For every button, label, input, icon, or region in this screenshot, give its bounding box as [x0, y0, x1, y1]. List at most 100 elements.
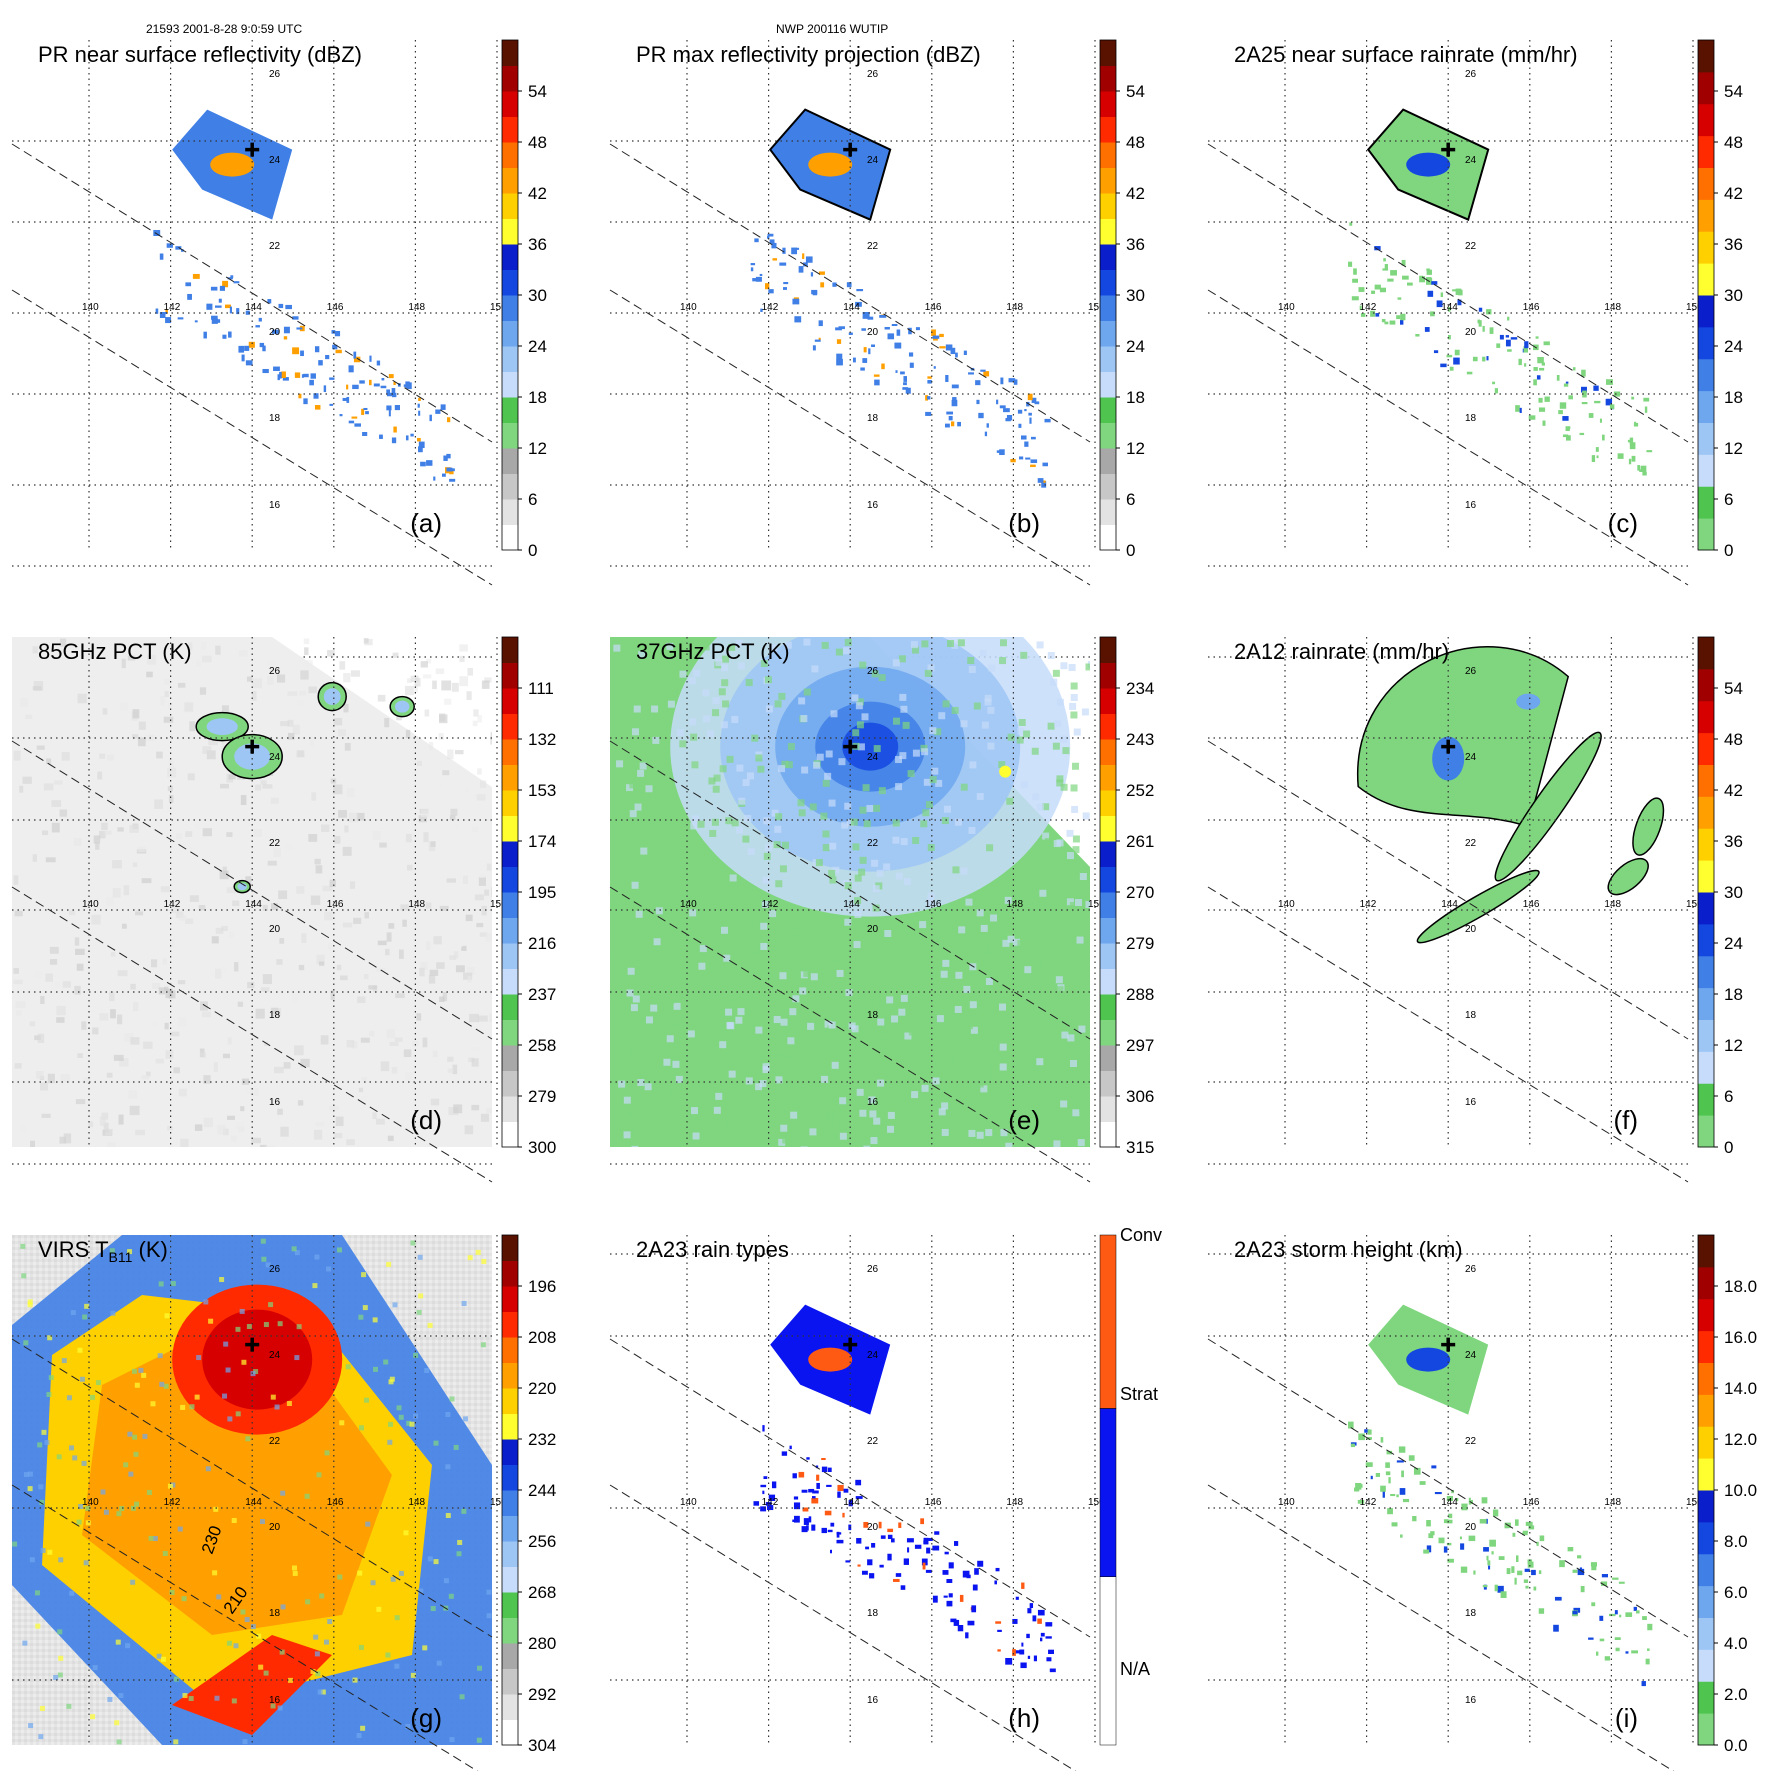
echo-pixel	[966, 1574, 971, 1579]
echo-pixel	[1415, 333, 1420, 337]
echo-pixel	[908, 352, 914, 357]
tb-pixel	[268, 1302, 274, 1308]
tb-pixel	[250, 1624, 256, 1630]
echo-pixel	[951, 384, 959, 389]
lon-label: 142	[762, 302, 779, 313]
echo-pixel	[821, 1458, 826, 1461]
tb-pixel	[438, 860, 445, 867]
colorbar-segment	[1698, 231, 1714, 264]
colorbar-label: 48	[1126, 133, 1145, 152]
tb-pixel	[117, 1014, 123, 1025]
tb-pixel	[356, 1732, 362, 1738]
tb-pixel	[469, 1013, 479, 1023]
tb-pixel	[433, 936, 442, 945]
echo-pixel	[1494, 388, 1498, 394]
echo-pixel	[1385, 1471, 1391, 1476]
echo-pixel	[1625, 1612, 1633, 1617]
echo-pixel	[1562, 434, 1569, 438]
tb-pixel	[244, 1617, 250, 1623]
echo-pixel	[1606, 379, 1613, 385]
tb-pixel	[163, 678, 170, 685]
tb-pixel	[445, 1464, 451, 1470]
echo-pixel	[165, 317, 172, 324]
echo-pixel	[1348, 261, 1353, 267]
tb-pixel	[58, 1557, 64, 1563]
colorbar-segment	[1698, 358, 1714, 392]
echo-pixel	[1572, 1610, 1578, 1615]
echo-pixel	[373, 383, 380, 387]
tb-pixel	[633, 705, 641, 713]
echo-pixel	[808, 1516, 812, 1523]
echo-pixel	[1572, 367, 1576, 371]
colorbar-segment	[1698, 1115, 1714, 1148]
tb-pixel	[878, 674, 886, 682]
echo-pixel	[1482, 1584, 1488, 1588]
lat-label: 26	[867, 1264, 879, 1275]
tb-pixel	[723, 954, 731, 962]
echo-pixel	[1524, 363, 1527, 367]
echo-pixel	[862, 358, 868, 363]
tb-pixel	[774, 940, 782, 948]
echo-pixel	[1031, 397, 1037, 403]
tb-pixel	[36, 745, 45, 750]
storm-center-icon	[1441, 739, 1456, 754]
tb-pixel	[133, 1002, 139, 1012]
tb-pixel	[1036, 1058, 1044, 1066]
echo-pixel	[902, 387, 909, 390]
tb-pixel	[1006, 797, 1014, 805]
echo-pixel	[865, 1546, 870, 1550]
echo-pixel	[1449, 366, 1454, 371]
tb-pixel	[1061, 1125, 1069, 1133]
tb-pixel	[472, 720, 478, 727]
tb-pixel	[402, 919, 407, 927]
colorbar-segment	[1698, 263, 1714, 296]
echo-pixel	[418, 397, 421, 401]
tb-pixel	[679, 740, 687, 748]
tb-pixel	[163, 1383, 169, 1389]
echo-pixel	[1413, 1467, 1421, 1475]
storm-center-icon	[245, 739, 260, 754]
tb-pixel	[22, 1640, 28, 1646]
tb-pixel	[692, 1132, 700, 1140]
tb-pixel	[19, 785, 24, 793]
echo-pixel	[871, 344, 876, 348]
lat-label: 26	[269, 666, 281, 677]
tb-pixel	[859, 661, 867, 669]
tb-pixel	[73, 838, 82, 847]
colorbar-segment	[1698, 1051, 1714, 1084]
tb-pixel	[618, 809, 626, 817]
panel-g: 140 142 144 146 148 150161820222426230210VIRS…	[11, 819, 507, 1771]
tb-pixel	[99, 830, 106, 839]
colorbar-segment	[1698, 1362, 1714, 1395]
tb-pixel	[94, 926, 105, 935]
tb-pixel	[877, 1079, 885, 1087]
lat-label: 22	[1465, 1436, 1477, 1447]
echo-pixel	[959, 1594, 964, 1602]
echo-pixel	[976, 399, 980, 405]
tb-pixel	[442, 781, 449, 789]
tb-pixel	[809, 803, 817, 811]
echo-pixel	[159, 312, 166, 318]
tb-pixel	[390, 1576, 396, 1582]
tb-pixel	[320, 824, 330, 833]
echo-pixel	[811, 289, 818, 295]
tb-pixel	[167, 1126, 173, 1131]
tb-pixel	[313, 1634, 319, 1640]
echo-pixel	[1581, 401, 1588, 405]
echo-pixel	[932, 1595, 938, 1603]
echo-pixel	[1374, 246, 1381, 251]
tb-pixel	[297, 1100, 304, 1106]
tb-pixel	[919, 921, 927, 929]
swath-edge-north	[1207, 1338, 1689, 1638]
lon-label: 150	[1686, 1497, 1703, 1508]
tb-pixel	[835, 648, 843, 656]
colorbar-segment	[1100, 244, 1116, 270]
tb-pixel	[752, 919, 760, 927]
colorbar-label: 12	[1126, 439, 1145, 458]
echo-pixel	[1614, 1637, 1621, 1640]
echo-pixel	[1426, 277, 1432, 282]
colorbar-segment	[1100, 116, 1116, 143]
tb-pixel	[343, 703, 349, 713]
tb-pixel	[339, 1420, 345, 1426]
tb-pixel	[223, 1128, 229, 1136]
